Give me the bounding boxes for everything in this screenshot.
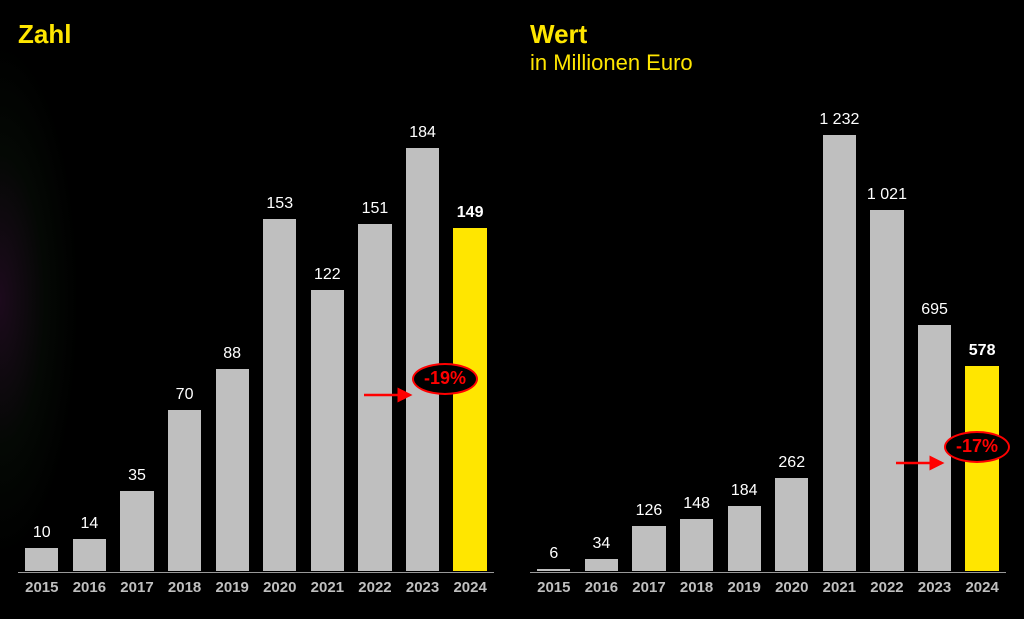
x-axis-label: 2020 xyxy=(768,573,816,601)
bar-slot: 262 xyxy=(768,454,816,571)
bar-slot: 1 021 xyxy=(863,186,911,571)
bar-rect xyxy=(870,210,903,571)
bar-value-label: 184 xyxy=(409,124,436,142)
chart-panel-wert: Wert in Millionen Euro 6 34 126 148 184 262 1 … xyxy=(512,0,1024,619)
x-axis-label: 2021 xyxy=(816,573,864,601)
bar-rect xyxy=(728,506,761,571)
bar-rect xyxy=(537,569,570,571)
bar-slot: 122 xyxy=(304,266,352,571)
bar-value-label: 126 xyxy=(636,502,663,520)
x-axis-label: 2024 xyxy=(958,573,1006,601)
x-axis-label: 2023 xyxy=(911,573,959,601)
bar-value-label: 578 xyxy=(969,342,996,360)
x-axis-label: 2016 xyxy=(66,573,114,601)
bar-rect xyxy=(918,325,951,571)
bar-slot: 126 xyxy=(625,502,673,571)
bar-slot: 151 xyxy=(351,200,399,571)
bar-slot: 149 xyxy=(446,204,494,571)
chart-panels: Zahl 1014357088153122151184149 201520162… xyxy=(0,0,1024,619)
bar-rect xyxy=(120,491,153,572)
bar-value-label: 262 xyxy=(778,454,805,472)
bar-value-label: 1 021 xyxy=(867,186,907,204)
bar-value-label: 88 xyxy=(223,345,241,363)
bars-container: 10 14 35 70 88 153 122 151 184 149 xyxy=(18,81,494,571)
bar-value-label: 14 xyxy=(80,515,98,533)
bar-rect xyxy=(775,478,808,571)
chart-area-zahl: 1014357088153122151184149 20152016201720… xyxy=(18,81,494,601)
bar-slot: 153 xyxy=(256,195,304,571)
bar-rect xyxy=(263,219,296,571)
x-axis-label: 2019 xyxy=(208,573,256,601)
bar-rect xyxy=(965,366,998,571)
chart-title: Wert xyxy=(530,20,1006,50)
bar-value-label: 6 xyxy=(549,545,558,563)
chart-subtitle: in Millionen Euro xyxy=(530,50,1006,75)
bar-value-label: 35 xyxy=(128,467,146,485)
bar-slot: 578 xyxy=(958,342,1006,571)
x-axis-label: 2021 xyxy=(304,573,352,601)
bar-rect xyxy=(73,539,106,571)
x-axis-label: 2015 xyxy=(18,573,66,601)
x-axis-label: 2020 xyxy=(256,573,304,601)
bar-rect xyxy=(585,559,618,571)
bar-rect xyxy=(216,369,249,571)
bar-rect xyxy=(406,148,439,571)
bar-value-label: 122 xyxy=(314,266,341,284)
x-axis-label: 2017 xyxy=(113,573,161,601)
bar-rect xyxy=(311,290,344,571)
bar-slot: 148 xyxy=(673,495,721,571)
bar-slot: 10 xyxy=(18,524,66,571)
bar-slot: 88 xyxy=(208,345,256,571)
bar-slot: 70 xyxy=(161,386,209,571)
bar-slot: 14 xyxy=(66,515,114,571)
bar-value-label: 184 xyxy=(731,482,758,500)
x-axis-label: 2018 xyxy=(161,573,209,601)
bar-slot: 34 xyxy=(578,535,626,571)
x-axis-label: 2022 xyxy=(863,573,911,601)
bar-value-label: 151 xyxy=(362,200,389,218)
bar-slot: 184 xyxy=(399,124,447,571)
bar-slot: 6 xyxy=(530,545,578,571)
bar-rect xyxy=(680,519,713,571)
x-axis-label: 2023 xyxy=(399,573,447,601)
bar-value-label: 1 232 xyxy=(819,111,859,129)
x-axis: 2015201620172018201920202021202220232024 xyxy=(18,572,494,601)
chart-panel-zahl: Zahl 1014357088153122151184149 201520162… xyxy=(0,0,512,619)
bar-value-label: 148 xyxy=(683,495,710,513)
x-axis-label: 2018 xyxy=(673,573,721,601)
bar-rect xyxy=(453,228,486,571)
bar-slot: 695 xyxy=(911,301,959,571)
x-axis-label: 2024 xyxy=(446,573,494,601)
x-axis-label: 2022 xyxy=(351,573,399,601)
x-axis-label: 2015 xyxy=(530,573,578,601)
chart-area-wert: 6 34 126 148 184 262 1 232 1 021 695 578 20152016… xyxy=(530,81,1006,601)
x-axis: 2015201620172018201920202021202220232024 xyxy=(530,572,1006,601)
bar-rect xyxy=(168,410,201,571)
x-axis-label: 2019 xyxy=(720,573,768,601)
bar-value-label: 10 xyxy=(33,524,51,542)
x-axis-label: 2017 xyxy=(625,573,673,601)
bar-rect xyxy=(358,224,391,571)
bar-slot: 184 xyxy=(720,482,768,571)
bar-slot: 35 xyxy=(113,467,161,572)
chart-title: Zahl xyxy=(18,20,494,50)
bar-value-label: 149 xyxy=(457,204,484,222)
bar-value-label: 34 xyxy=(592,535,610,553)
bar-value-label: 70 xyxy=(176,386,194,404)
bar-value-label: 153 xyxy=(266,195,293,213)
bars-container: 6 34 126 148 184 262 1 232 1 021 695 578 xyxy=(530,81,1006,571)
x-axis-label: 2016 xyxy=(578,573,626,601)
bar-rect xyxy=(632,526,665,571)
bar-slot: 1 232 xyxy=(816,111,864,571)
bar-rect xyxy=(25,548,58,571)
bar-value-label: 695 xyxy=(921,301,948,319)
bar-rect xyxy=(823,135,856,571)
